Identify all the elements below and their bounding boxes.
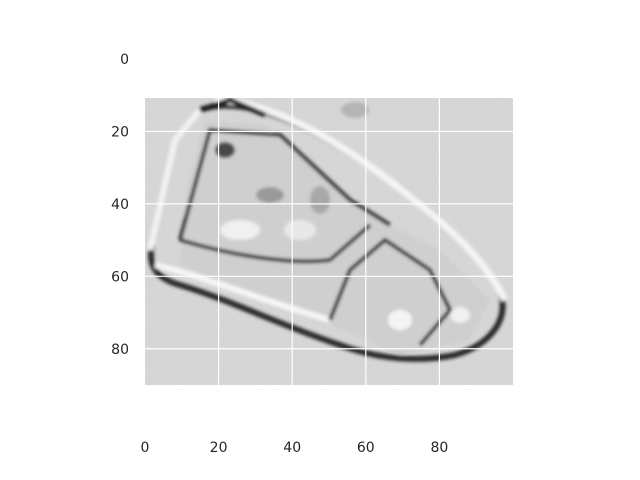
y-tick-label: 20: [111, 124, 129, 140]
microscopy-image: [145, 98, 513, 385]
x-tick-labels: 0 20 40 60 80: [141, 440, 449, 456]
x-tick-label: 80: [430, 440, 448, 456]
x-tick-label: 0: [141, 440, 150, 456]
x-tick-label: 20: [210, 440, 228, 456]
y-tick-label: 40: [111, 197, 129, 213]
x-tick-label: 60: [357, 440, 375, 456]
x-tick-label: 40: [283, 440, 301, 456]
y-tick-labels: 0 20 40 60 80: [111, 52, 129, 358]
y-tick-label: 60: [111, 269, 129, 285]
y-tick-label: 0: [120, 52, 129, 68]
grid-lines: [145, 98, 513, 385]
y-tick-label: 80: [111, 342, 129, 358]
